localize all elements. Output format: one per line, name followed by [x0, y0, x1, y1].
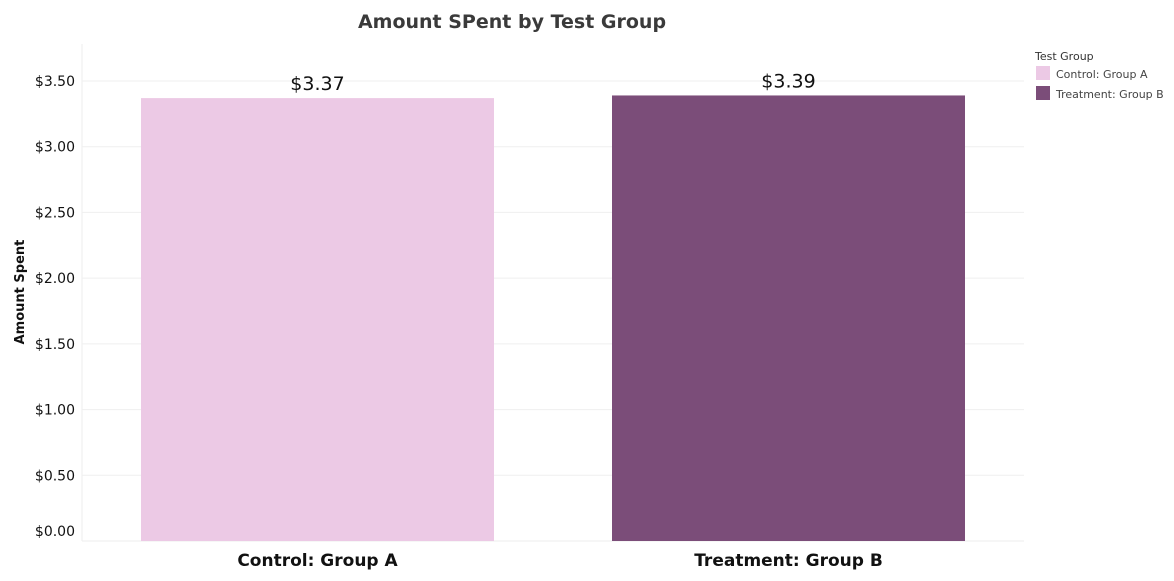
data-label: $3.39	[761, 70, 815, 92]
y-tick-label: $3.50	[35, 74, 75, 90]
y-tick-label: $2.50	[35, 205, 75, 221]
legend-swatch-treatment	[1036, 86, 1050, 100]
legend: Test Group Control: Group A Treatment: G…	[1034, 50, 1164, 101]
legend-entry-treatment: Treatment: Group B	[1055, 88, 1164, 101]
legend-entry-control: Control: Group A	[1056, 68, 1148, 81]
chart-title: Amount SPent by Test Group	[358, 11, 666, 33]
legend-swatch-control	[1036, 66, 1050, 80]
y-tick-label: $0.50	[35, 468, 75, 484]
data-labels: $3.37 $3.39	[290, 70, 815, 95]
x-axis-ticks: Control: Group A Treatment: Group B	[237, 551, 882, 571]
y-axis-label: Amount Spent	[13, 240, 28, 345]
legend-title: Test Group	[1034, 50, 1094, 63]
y-axis-ticks: $0.00 $0.50 $1.00 $1.50 $2.00 $2.50 $3.00 $3.50	[35, 74, 75, 540]
y-tick-label: $1.00	[35, 403, 75, 419]
y-tick-label: $0.00	[35, 524, 75, 540]
data-label: $3.37	[290, 73, 344, 95]
x-tick-label: Control: Group A	[237, 551, 398, 571]
y-tick-label: $1.50	[35, 337, 75, 353]
y-tick-label: $2.00	[35, 271, 75, 287]
bar	[141, 98, 494, 541]
bars	[141, 95, 965, 541]
y-tick-label: $3.00	[35, 140, 75, 156]
x-tick-label: Treatment: Group B	[694, 551, 883, 571]
bar	[612, 95, 965, 541]
